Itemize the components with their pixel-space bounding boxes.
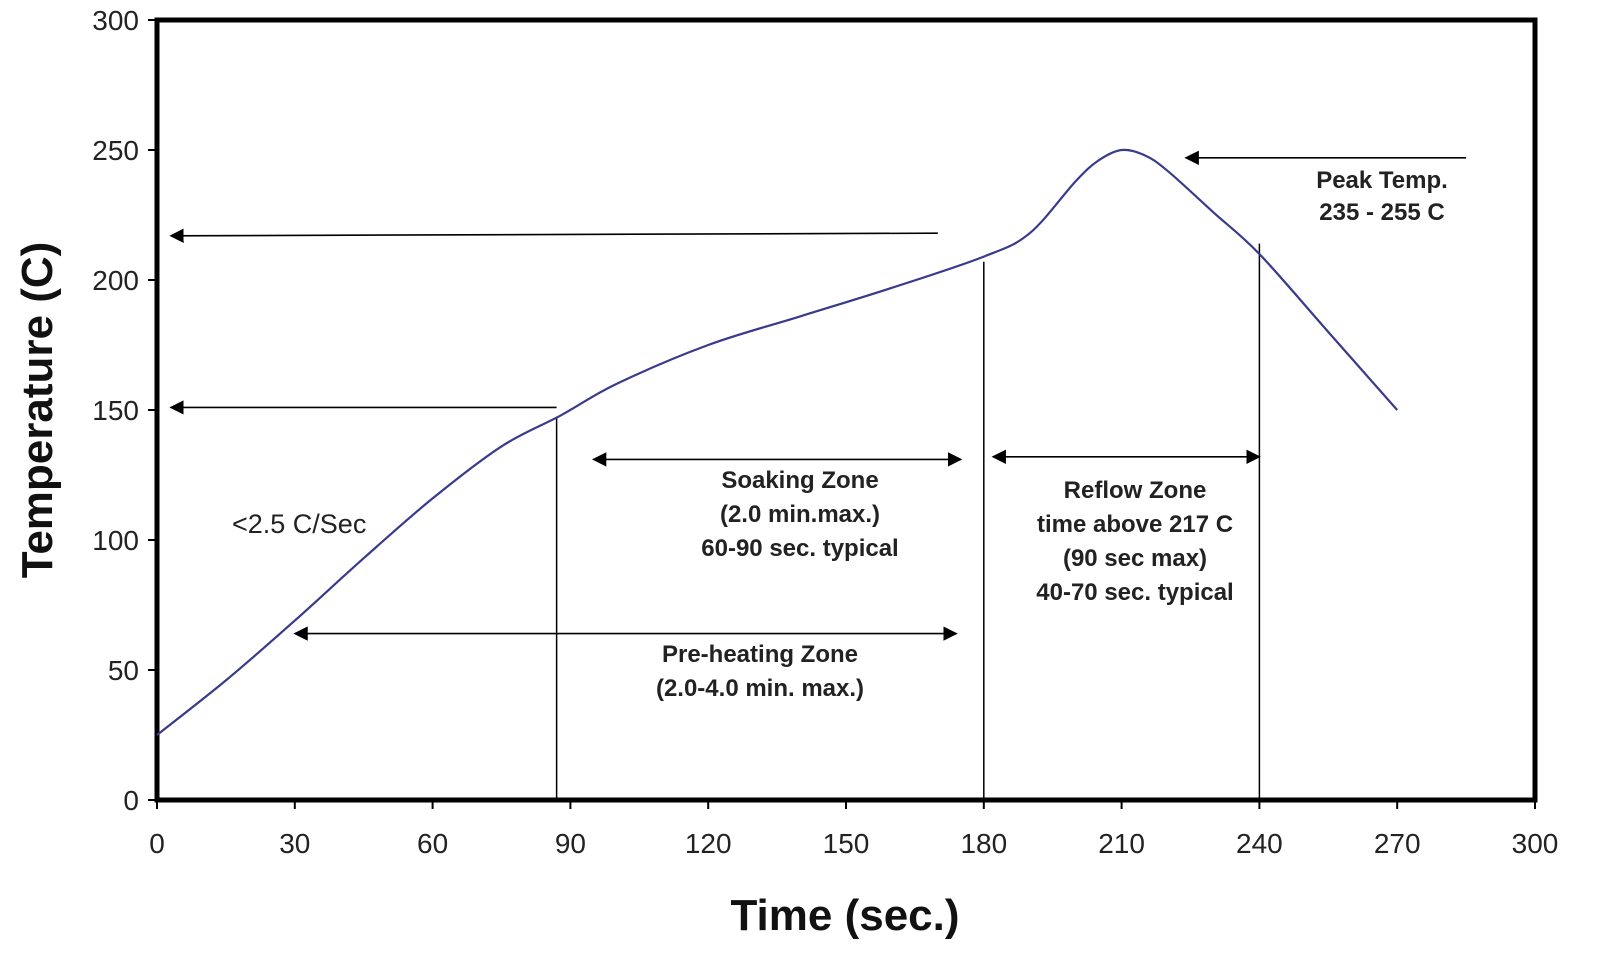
y-axis-title: Temperature (C) [13,242,62,579]
rate-label: <2.5 C/Sec [232,509,366,539]
y-tick-label: 250 [92,135,139,166]
y-tick-label: 50 [108,655,139,686]
soaking-zone-label: Soaking Zone [721,467,878,494]
x-axis-ticks: 0 30 60 90 120 150 180 210 240 270 300 [149,800,1558,859]
x-tick-label: 120 [685,828,732,859]
annotations [169,150,1467,800]
preheating-zone-label: (2.0-4.0 min. max.) [656,675,864,702]
temperature-curve [156,148,1399,736]
x-tick-label: 270 [1374,828,1421,859]
reflow-zone-label: Reflow Zone [1064,477,1207,504]
soaking-zone-label: (2.0 min.max.) [720,501,880,528]
y-axis-ticks: 0 50 100 150 200 250 300 [92,5,157,816]
x-tick-label: 30 [279,828,310,859]
peak-temp-label: 235 - 255 C [1319,199,1444,226]
reflow-zone-label: (90 sec max) [1063,545,1207,572]
x-tick-label: 150 [823,828,870,859]
arrow-line [169,228,938,243]
x-tick-label: 90 [555,828,586,859]
reflow-zone-label: time above 217 C [1037,511,1233,538]
x-tick-label: 180 [960,828,1007,859]
peak-temp-label: Peak Temp. [1316,167,1448,194]
y-tick-label: 300 [92,5,139,36]
zone-notes: <2.5 C/Sec Peak Temp. 235 - 255 C Soaking Z… [232,167,1448,702]
y-tick-label: 0 [123,785,139,816]
x-tick-label: 0 [149,828,165,859]
y-tick-label: 200 [92,265,139,296]
y-tick-label: 150 [92,395,139,426]
x-tick-label: 210 [1098,828,1145,859]
x-tick-label: 240 [1236,828,1283,859]
x-tick-label: 60 [417,828,448,859]
preheating-zone-label: Pre-heating Zone [662,641,858,668]
y-tick-label: 100 [92,525,139,556]
x-tick-label: 300 [1512,828,1559,859]
x-axis-title: Time (sec.) [730,891,959,940]
reflow-zone-label: 40-70 sec. typical [1036,579,1233,606]
soaking-zone-label: 60-90 sec. typical [701,535,898,562]
